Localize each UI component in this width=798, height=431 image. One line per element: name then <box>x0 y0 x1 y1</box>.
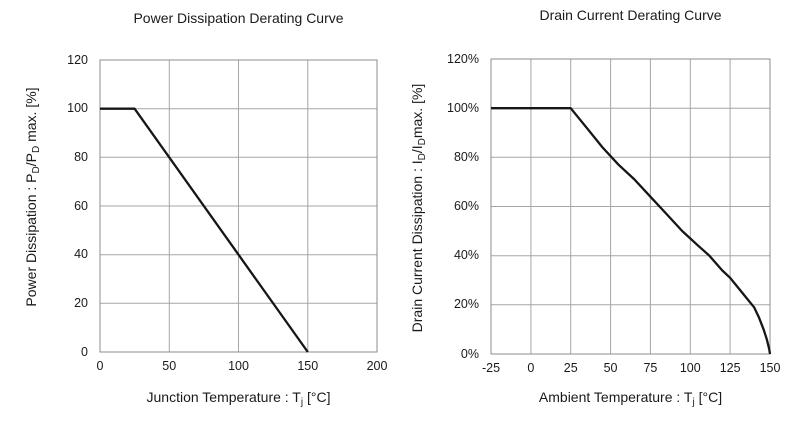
y-tick-label: 0 <box>81 344 88 359</box>
y-tick-label: 40% <box>453 248 479 263</box>
x-tick-label: 50 <box>603 361 618 375</box>
chart-title: Power Dissipation Derating Curve <box>133 10 344 26</box>
power-dissipation-chart: Power Dissipation Derating Curve Power D… <box>23 10 387 408</box>
label-text: [°C] <box>694 389 723 405</box>
y-tick-label: 100 <box>67 101 88 116</box>
x-tick-label: 75 <box>643 361 658 375</box>
x-tick-label: 0 <box>96 359 104 373</box>
y-tick-label: 120 <box>67 52 88 67</box>
plot-border <box>99 59 378 353</box>
y-tick-label: 100% <box>447 100 479 115</box>
plot-area <box>490 58 772 355</box>
x-tick-label: 125 <box>719 361 741 375</box>
y-tick-label: 20 <box>74 295 88 310</box>
label-text: Ambient Temperature : T <box>538 389 693 405</box>
plot-area <box>99 59 378 353</box>
drain-current-chart: Drain Current Derating Curve Drain Curre… <box>399 0 798 431</box>
x-tick-label: 25 <box>563 361 578 375</box>
chart-title: Drain Current Derating Curve <box>539 7 722 23</box>
power-derating-curve <box>100 107 309 353</box>
x-tick-label: 100 <box>679 361 701 375</box>
label-text: Junction Temperature : T <box>146 389 301 405</box>
x-tick-label: -25 <box>481 361 501 375</box>
y-tick-label: 80 <box>74 149 88 164</box>
x-axis-label: Ambient Temperature : Tj [°C] <box>491 389 770 408</box>
y-tick-label: 120% <box>447 51 479 66</box>
x-tick-label: 150 <box>297 359 319 373</box>
x-tick-label: 200 <box>366 359 388 373</box>
x-tick-label: 0 <box>527 361 535 375</box>
label-subscript: j <box>300 397 304 408</box>
x-tick-label: 50 <box>162 359 177 373</box>
y-tick-label: 0% <box>460 346 479 361</box>
gridlines <box>100 60 377 352</box>
gridlines <box>491 59 770 354</box>
y-tick-label: 60 <box>74 198 88 213</box>
x-axis-label: Junction Temperature : Tj [°C] <box>100 389 377 408</box>
y-tick-label: 40 <box>74 247 88 262</box>
y-tick-label: 20% <box>453 297 479 312</box>
y-tick-label: 80% <box>453 149 479 164</box>
x-tick-label: 100 <box>228 359 249 373</box>
x-tick-label: 150 <box>759 361 781 375</box>
label-subscript: j <box>692 397 695 408</box>
drain-current-derating-curve <box>491 107 772 355</box>
label-text: [°C] <box>303 389 331 405</box>
y-tick-label: 60% <box>453 199 479 213</box>
plot-border <box>490 58 771 355</box>
